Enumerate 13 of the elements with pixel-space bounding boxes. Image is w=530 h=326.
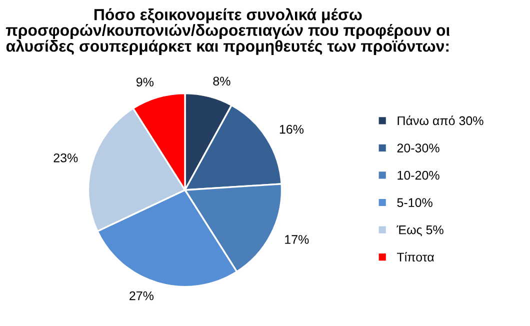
legend-label: 20-30% (397, 144, 440, 152)
legend-label: 5-10% (397, 198, 432, 207)
data-label: 9% (136, 78, 154, 86)
data-label: 23% (54, 153, 78, 162)
data-label: 27% (130, 291, 154, 300)
data-label: 17% (285, 235, 309, 244)
legend-label: Έως 5% (396, 225, 444, 236)
data-label: 8% (213, 76, 230, 86)
legend-label: Τίποτα (397, 252, 434, 262)
legend-label: Πάνω από 30% (398, 116, 484, 126)
chart-title: Πόσο εξοικονομείτε συνολικά μέσω προσφορών/κουπονιών/δωροεπιαγών που προφέρουν οι αλυσίδες σουπερμάρκετ και προμηθευτές των προϊόντων: (6, 8, 450, 55)
legend-label: 10-20% (398, 170, 440, 180)
data-label: 16% (280, 124, 304, 134)
